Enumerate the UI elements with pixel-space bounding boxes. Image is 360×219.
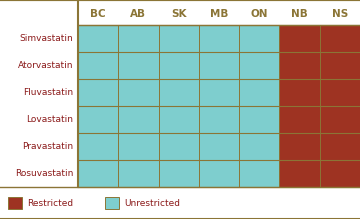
Bar — [199, 106, 239, 133]
Text: Lovastatin: Lovastatin — [26, 115, 73, 124]
Bar — [118, 79, 158, 106]
Bar — [8, 197, 22, 209]
Bar — [158, 79, 199, 106]
Bar — [279, 25, 320, 52]
Bar — [158, 25, 199, 52]
Bar — [78, 160, 118, 187]
Bar — [158, 52, 199, 79]
Bar — [199, 79, 239, 106]
Bar — [78, 133, 118, 160]
Bar — [118, 133, 158, 160]
Bar — [158, 160, 199, 187]
Bar — [239, 160, 279, 187]
Bar — [199, 52, 239, 79]
Bar — [118, 106, 158, 133]
Bar — [78, 52, 118, 79]
Text: Simvastatin: Simvastatin — [19, 34, 73, 43]
Text: BC: BC — [90, 9, 106, 19]
Bar — [239, 133, 279, 160]
Bar — [158, 106, 199, 133]
Text: Fluvastatin: Fluvastatin — [23, 88, 73, 97]
Bar — [199, 133, 239, 160]
Text: NS: NS — [332, 9, 348, 19]
Bar — [279, 133, 320, 160]
Bar — [279, 160, 320, 187]
Bar — [279, 52, 320, 79]
Bar — [118, 25, 158, 52]
Bar — [320, 133, 360, 160]
Text: Rosuvastatin: Rosuvastatin — [15, 169, 73, 178]
Text: Pravastatin: Pravastatin — [22, 142, 73, 151]
Bar — [78, 79, 118, 106]
Bar — [105, 197, 119, 209]
Text: Restricted: Restricted — [27, 198, 73, 207]
Bar — [158, 133, 199, 160]
Bar — [199, 160, 239, 187]
Bar — [78, 106, 118, 133]
Bar — [118, 160, 158, 187]
Bar — [320, 160, 360, 187]
Bar — [118, 52, 158, 79]
Text: Unrestricted: Unrestricted — [124, 198, 180, 207]
Bar — [239, 106, 279, 133]
Text: AB: AB — [130, 9, 147, 19]
Text: NB: NB — [291, 9, 308, 19]
Bar — [279, 79, 320, 106]
Text: MB: MB — [210, 9, 228, 19]
Bar — [239, 52, 279, 79]
Bar — [279, 106, 320, 133]
Text: SK: SK — [171, 9, 186, 19]
Bar — [320, 52, 360, 79]
Bar — [199, 25, 239, 52]
Bar — [320, 106, 360, 133]
Bar — [239, 79, 279, 106]
Text: ON: ON — [251, 9, 268, 19]
Bar — [320, 25, 360, 52]
Bar — [78, 25, 118, 52]
Text: Atorvastatin: Atorvastatin — [18, 61, 73, 70]
Bar — [239, 25, 279, 52]
Bar — [320, 79, 360, 106]
